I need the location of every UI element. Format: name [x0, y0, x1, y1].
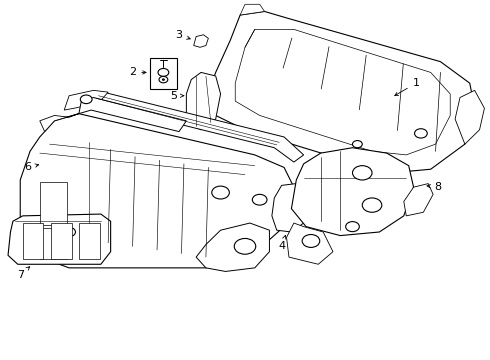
Text: 3: 3	[175, 30, 190, 40]
Bar	[40, 228, 67, 259]
Circle shape	[80, 95, 92, 104]
Circle shape	[162, 79, 164, 80]
Circle shape	[302, 234, 320, 247]
Circle shape	[252, 194, 267, 205]
Polygon shape	[20, 114, 294, 268]
Polygon shape	[240, 4, 265, 15]
Circle shape	[63, 227, 75, 237]
Bar	[79, 223, 100, 259]
Polygon shape	[455, 90, 485, 144]
Circle shape	[159, 76, 168, 83]
Polygon shape	[292, 148, 414, 235]
Polygon shape	[272, 184, 306, 232]
Polygon shape	[194, 35, 208, 47]
Circle shape	[212, 186, 229, 199]
Text: 5: 5	[171, 91, 184, 101]
Circle shape	[234, 238, 256, 254]
Circle shape	[415, 129, 427, 138]
Circle shape	[352, 140, 362, 148]
Polygon shape	[79, 98, 186, 132]
Bar	[51, 223, 72, 259]
Polygon shape	[8, 214, 111, 264]
Polygon shape	[235, 30, 450, 155]
Polygon shape	[196, 223, 270, 271]
Bar	[23, 223, 43, 259]
Polygon shape	[79, 92, 304, 162]
Text: 4: 4	[278, 235, 286, 251]
Polygon shape	[287, 223, 333, 264]
Polygon shape	[64, 90, 108, 110]
Circle shape	[158, 68, 169, 76]
Polygon shape	[186, 72, 220, 130]
Text: 7: 7	[17, 267, 30, 280]
Text: 8: 8	[427, 182, 441, 192]
Circle shape	[352, 166, 372, 180]
Polygon shape	[404, 184, 433, 216]
Text: 1: 1	[395, 78, 419, 96]
Circle shape	[362, 198, 382, 212]
Text: 6: 6	[24, 162, 39, 172]
Bar	[40, 182, 67, 225]
Bar	[150, 58, 176, 89]
Circle shape	[345, 222, 359, 231]
Polygon shape	[206, 12, 475, 173]
Polygon shape	[40, 114, 79, 132]
Text: 2: 2	[129, 67, 146, 77]
